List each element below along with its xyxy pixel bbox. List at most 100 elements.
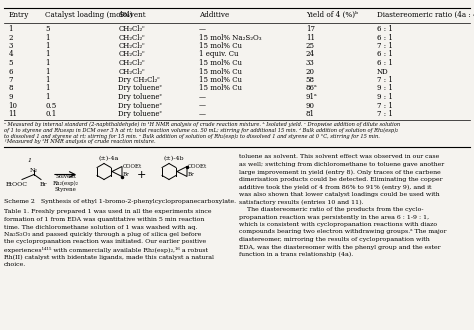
Text: the cyclopropanation reaction was initiated. Our earlier positive: the cyclopropanation reaction was initia… xyxy=(4,240,206,245)
Text: Solvent: Solvent xyxy=(55,175,76,180)
Text: 7 : 1: 7 : 1 xyxy=(377,76,392,84)
Text: was also shown that lower catalyst loadings could be used with: was also shown that lower catalyst loadi… xyxy=(239,192,439,197)
Text: Entry: Entry xyxy=(9,11,29,19)
Text: diastereomer, mirroring the results of cyclopropanation with: diastereomer, mirroring the results of c… xyxy=(239,237,430,242)
Text: 1: 1 xyxy=(9,25,13,33)
Text: propanation reaction was persistently in the area 6 : 1-9 : 1,: propanation reaction was persistently in… xyxy=(239,214,429,219)
Text: 0.5: 0.5 xyxy=(45,102,56,110)
Text: 9 : 1: 9 : 1 xyxy=(377,93,392,101)
Text: 9: 9 xyxy=(9,93,13,101)
Text: Br: Br xyxy=(188,173,195,178)
Text: compounds bearing two electron withdrawing groups.ᵃ The major: compounds bearing two electron withdrawi… xyxy=(239,229,447,235)
Text: (±)-4a: (±)-4a xyxy=(99,155,119,161)
Text: 4: 4 xyxy=(9,50,13,58)
Text: —: — xyxy=(199,93,206,101)
Text: N₂: N₂ xyxy=(30,169,38,174)
Text: 1: 1 xyxy=(45,42,49,50)
Text: 81: 81 xyxy=(306,110,315,118)
Text: ND: ND xyxy=(377,68,389,76)
Text: 11: 11 xyxy=(9,110,18,118)
Text: Solvent: Solvent xyxy=(118,11,146,19)
Text: 9 : 1: 9 : 1 xyxy=(377,84,392,92)
Text: 15 mol% Na₂S₂O₃: 15 mol% Na₂S₂O₃ xyxy=(199,34,262,42)
Text: 1: 1 xyxy=(45,84,49,92)
Text: Scheme 2   Synthesis of ethyl 1-bromo-2-phenylcyclopropanecarboxylate.: Scheme 2 Synthesis of ethyl 1-bromo-2-ph… xyxy=(4,200,236,205)
Text: 7 : 1: 7 : 1 xyxy=(377,110,392,118)
Text: satisfactory results (entries 10 and 11).: satisfactory results (entries 10 and 11)… xyxy=(239,200,364,205)
Text: 15 mol% Cu: 15 mol% Cu xyxy=(199,42,242,50)
Text: 17: 17 xyxy=(306,25,315,33)
Text: 6 : 1: 6 : 1 xyxy=(377,25,392,33)
Text: 1: 1 xyxy=(45,50,49,58)
Text: 5: 5 xyxy=(45,25,49,33)
Text: Additive: Additive xyxy=(199,11,229,19)
Text: +: + xyxy=(137,170,146,180)
Text: 15 mol% Cu: 15 mol% Cu xyxy=(199,59,242,67)
Text: ᵃ Measured by internal standard (2-naphthaldehyde) in ¹H NMR analysis of crude r: ᵃ Measured by internal standard (2-napht… xyxy=(4,121,400,127)
Text: 2: 2 xyxy=(9,34,13,42)
Text: 3: 3 xyxy=(9,42,13,50)
Text: 7 : 1: 7 : 1 xyxy=(377,42,392,50)
Text: 1: 1 xyxy=(45,93,49,101)
Text: 6 : 1: 6 : 1 xyxy=(377,50,392,58)
Text: 6 : 1: 6 : 1 xyxy=(377,34,392,42)
Text: 24: 24 xyxy=(306,50,315,58)
Text: to dissolved 1 and styrene at rt; stirring for 15 min. ᵉ Bulk addition of soluti: to dissolved 1 and styrene at rt; stirri… xyxy=(4,134,380,139)
Text: Dry tolueneᶜ: Dry tolueneᶜ xyxy=(118,84,163,92)
Text: 1: 1 xyxy=(45,59,49,67)
Text: 86ᵃ: 86ᵃ xyxy=(306,84,318,92)
Text: COOEt: COOEt xyxy=(123,164,142,169)
Text: 15 mol% Cu: 15 mol% Cu xyxy=(199,68,242,76)
Text: 1: 1 xyxy=(45,34,49,42)
Text: COOEt: COOEt xyxy=(188,164,207,169)
Text: —: — xyxy=(199,110,206,118)
Text: large improvement in yield (entry 8). Only traces of the carbene: large improvement in yield (entry 8). On… xyxy=(239,170,441,175)
Text: 1: 1 xyxy=(28,158,32,163)
Text: 1 equiv. Cu: 1 equiv. Cu xyxy=(199,50,238,58)
Text: 15 mol% Cu: 15 mol% Cu xyxy=(199,84,242,92)
Text: choice.: choice. xyxy=(4,262,26,267)
Text: 7 : 1: 7 : 1 xyxy=(377,102,392,110)
Text: Styrene: Styrene xyxy=(55,186,76,191)
Text: CH₂Cl₂ᶜ: CH₂Cl₂ᶜ xyxy=(118,50,145,58)
Text: 6 : 1: 6 : 1 xyxy=(377,59,392,67)
Text: Dry CH₂Cl₂ᶜ: Dry CH₂Cl₂ᶜ xyxy=(118,76,160,84)
Text: 11: 11 xyxy=(306,34,315,42)
Text: Yield of 4 (%)ᵇ: Yield of 4 (%)ᵇ xyxy=(306,11,358,19)
Text: EtOOC: EtOOC xyxy=(6,182,28,187)
Text: 15 mol% Cu: 15 mol% Cu xyxy=(199,76,242,84)
Text: 10: 10 xyxy=(9,102,18,110)
Text: as well; switching from dichloromethane to toluene gave another: as well; switching from dichloromethane … xyxy=(239,162,444,167)
Text: ᶠ Measured by ¹H NMR analysis of crude reaction mixture.: ᶠ Measured by ¹H NMR analysis of crude r… xyxy=(4,140,155,145)
Text: EDA, was the diastereomer with the phenyl group and the ester: EDA, was the diastereomer with the pheny… xyxy=(239,245,440,249)
Text: 91ᵃ: 91ᵃ xyxy=(306,93,318,101)
Text: Br: Br xyxy=(40,182,47,187)
Text: Na₂S₂O₃ and passed quickly through a plug of silica gel before: Na₂S₂O₃ and passed quickly through a plu… xyxy=(4,232,201,237)
Text: CH₂Cl₂ᶜ: CH₂Cl₂ᶜ xyxy=(118,68,145,76)
Text: CH₂Cl₂ᶜ: CH₂Cl₂ᶜ xyxy=(118,42,145,50)
Text: 90: 90 xyxy=(306,102,315,110)
Text: 5: 5 xyxy=(9,59,13,67)
Text: which is consistent with cyclopropanation reactions with diazo: which is consistent with cyclopropanatio… xyxy=(239,222,437,227)
Text: Table 1. Freshly prepared 1 was used in all the experiments since: Table 1. Freshly prepared 1 was used in … xyxy=(4,210,211,215)
Text: Rh(II) catalyst with bidentate ligands, made this catalyst a natural: Rh(II) catalyst with bidentate ligands, … xyxy=(4,254,214,260)
Text: Diastereomeric ratio (4a : 4b)ᶜ: Diastereomeric ratio (4a : 4b)ᶜ xyxy=(377,11,474,19)
Text: CH₂Cl₂ᶜ: CH₂Cl₂ᶜ xyxy=(118,25,145,33)
Text: 6: 6 xyxy=(9,68,13,76)
Text: formation of 1 from EDA was quantitative within 5 min reaction: formation of 1 from EDA was quantitative… xyxy=(4,217,204,222)
Text: experiences¹⁴¹⁵ with commercially available Rh₂(esp)₂,¹⁶ a robust: experiences¹⁴¹⁵ with commercially availa… xyxy=(4,247,208,253)
Text: toluene as solvent. This solvent effect was observed in our case: toluene as solvent. This solvent effect … xyxy=(239,154,439,159)
Text: 20: 20 xyxy=(306,68,315,76)
Text: 1: 1 xyxy=(45,76,49,84)
Text: function in a trans relationship (4a).: function in a trans relationship (4a). xyxy=(239,252,353,257)
Text: 58: 58 xyxy=(306,76,315,84)
Text: time. The dichloromethane solution of 1 was washed with aq.: time. The dichloromethane solution of 1 … xyxy=(4,224,197,229)
Text: CH₂Cl₂ᶜ: CH₂Cl₂ᶜ xyxy=(118,34,145,42)
Text: Br: Br xyxy=(123,173,130,178)
Text: 8: 8 xyxy=(9,84,13,92)
Text: Catalyst loading (mol%): Catalyst loading (mol%) xyxy=(45,11,133,19)
Text: of 1 to styrene and Rh₂esp₂ in DCM over 3 h at rt; total reaction volume ca. 50 : of 1 to styrene and Rh₂esp₂ in DCM over … xyxy=(4,127,398,133)
Text: Dry tolueneᶜ: Dry tolueneᶜ xyxy=(118,93,163,101)
Text: 33: 33 xyxy=(306,59,314,67)
Text: (±)-4b: (±)-4b xyxy=(164,155,184,161)
